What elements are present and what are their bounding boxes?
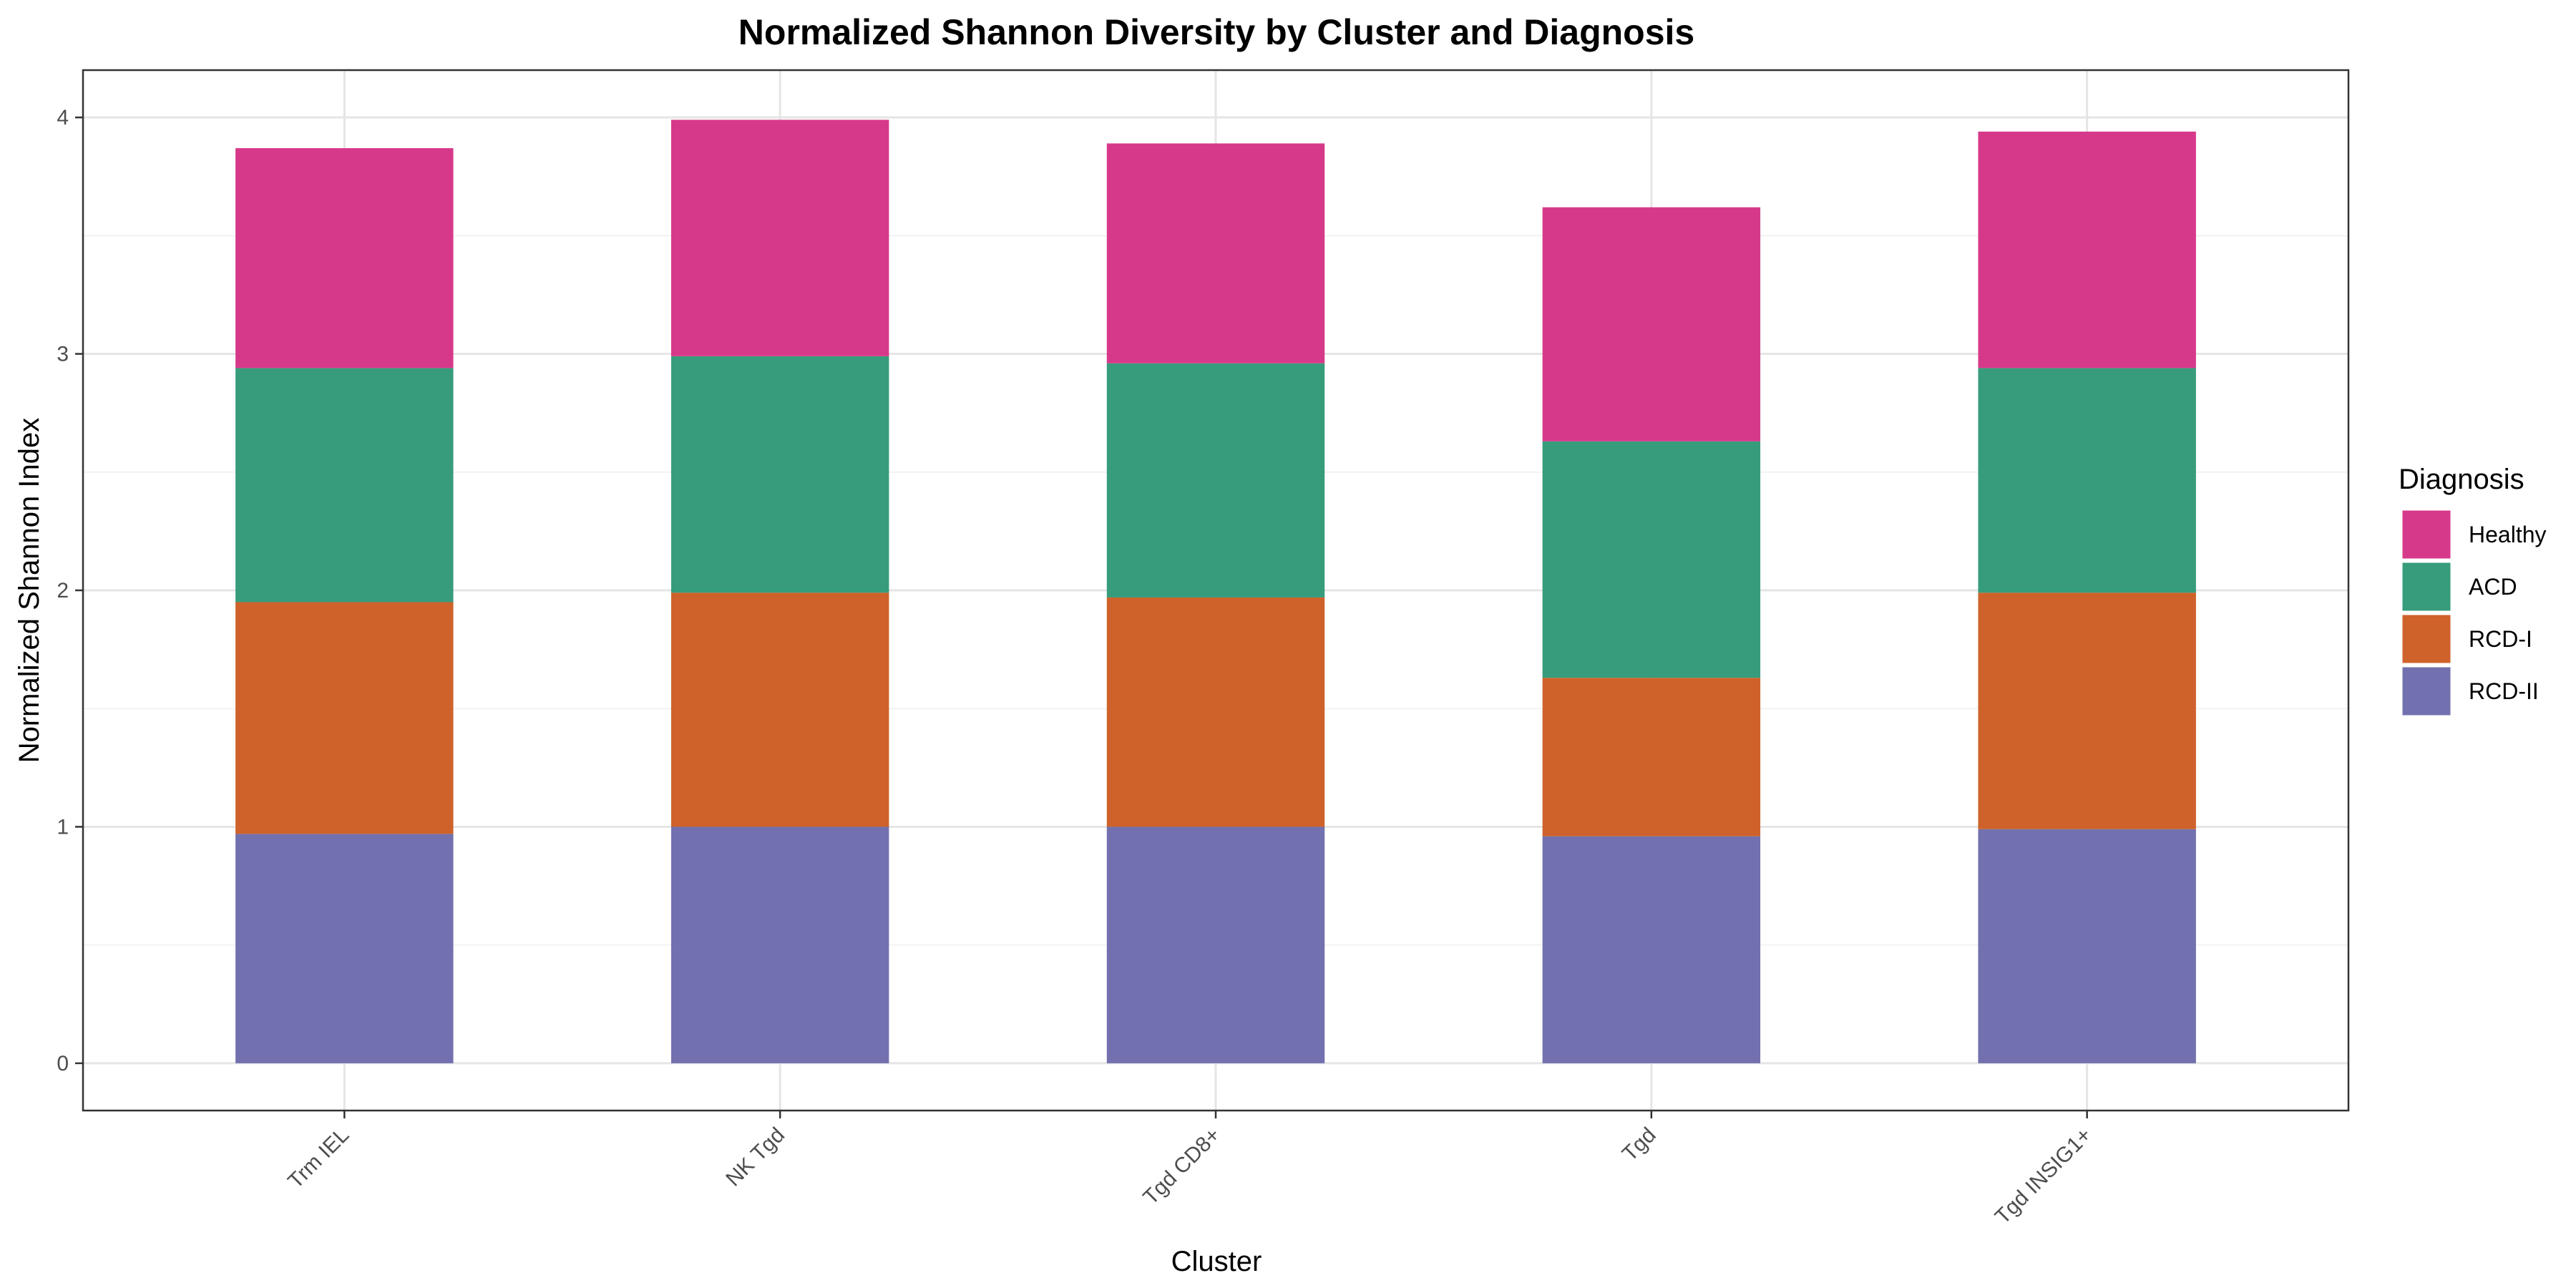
bar-rcd-i-trm-iel <box>235 602 454 834</box>
chart-title: Normalized Shannon Diversity by Cluster … <box>738 12 1694 52</box>
legend-key <box>2400 665 2453 718</box>
bar-healthy-nk-tgd <box>670 119 889 356</box>
bar-rcd-ii-tgd-cd8- <box>1106 826 1325 1063</box>
bar-rcd-ii-trm-iel <box>235 834 454 1063</box>
legend-label: ACD <box>2469 574 2517 600</box>
bar-rcd-ii-tgd <box>1542 836 1761 1063</box>
bar-rcd-ii-nk-tgd <box>670 826 889 1063</box>
legend-title: Diagnosis <box>2399 464 2524 495</box>
bar-rcd-i-nk-tgd <box>670 592 889 827</box>
bar-healthy-tgd-insig1- <box>1978 131 2196 369</box>
bar-healthy-tgd-cd8- <box>1106 143 1325 364</box>
y-tick-label: 0 <box>57 1052 69 1075</box>
legend: Diagnosis Healthy ACD RCD-I RCD-II <box>2399 464 2547 718</box>
legend-label: Healthy <box>2469 522 2547 547</box>
bar-rcd-i-tgd <box>1542 678 1761 836</box>
legend-label: RCD-I <box>2469 626 2532 652</box>
bar-acd-tgd-insig1- <box>1978 368 2196 593</box>
y-tick-label: 2 <box>57 579 69 602</box>
bar-rcd-ii-tgd-insig1- <box>1978 829 2196 1063</box>
y-tick-label: 3 <box>57 343 69 366</box>
legend-key <box>2400 613 2453 665</box>
bar-acd-tgd-cd8- <box>1106 363 1325 597</box>
bar-healthy-tgd <box>1542 207 1761 441</box>
bar-acd-nk-tgd <box>670 356 889 593</box>
legend-key <box>2400 508 2453 561</box>
x-axis-title: Cluster <box>1171 1246 1262 1277</box>
bar-acd-trm-iel <box>235 368 454 602</box>
bar-rcd-i-tgd-insig1- <box>1978 592 2196 829</box>
bar-rcd-i-tgd-cd8- <box>1106 597 1325 827</box>
legend-key <box>2400 560 2453 613</box>
bar-acd-tgd <box>1542 441 1761 678</box>
bar-healthy-trm-iel <box>235 148 454 369</box>
y-axis-title: Normalized Shannon Index <box>14 418 45 763</box>
y-tick-label: 1 <box>57 815 69 839</box>
legend-label: RCD-II <box>2469 678 2539 704</box>
bars <box>235 119 2196 1063</box>
y-tick-label: 4 <box>57 106 69 130</box>
